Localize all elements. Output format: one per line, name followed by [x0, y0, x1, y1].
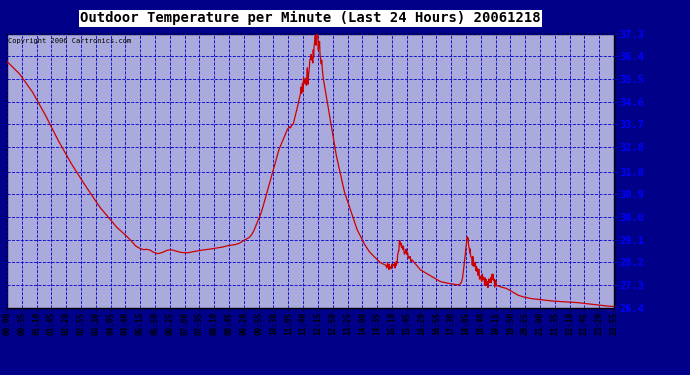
Text: Copyright 2006 Cartronics.com: Copyright 2006 Cartronics.com — [8, 38, 131, 44]
Text: Outdoor Temperature per Minute (Last 24 Hours) 20061218: Outdoor Temperature per Minute (Last 24 … — [80, 11, 541, 26]
